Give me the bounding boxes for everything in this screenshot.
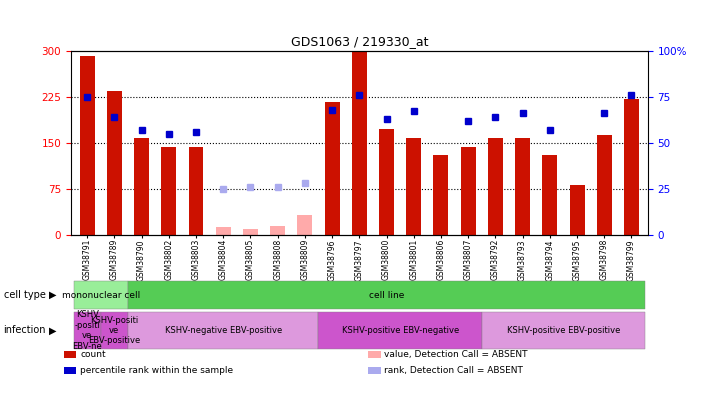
Text: count: count (80, 350, 105, 359)
Text: ▶: ▶ (50, 290, 57, 300)
Text: ▶: ▶ (50, 326, 57, 335)
Bar (542, 155, 557, 235)
Text: value, Detection Call = ABSENT: value, Detection Call = ABSENT (384, 350, 528, 359)
Bar (324, 102, 340, 235)
Bar (379, 129, 394, 235)
Text: KSHV
-positi
ve
EBV-ne: KSHV -positi ve EBV-ne (72, 310, 102, 351)
Bar (107, 91, 122, 235)
Bar (624, 98, 639, 235)
Bar (243, 229, 258, 235)
Bar (406, 139, 421, 235)
Text: KSHV-positive EBV-negative: KSHV-positive EBV-negative (341, 326, 459, 335)
Bar (161, 147, 176, 235)
Bar (597, 135, 612, 235)
Bar (270, 226, 285, 235)
Text: KSHV-positive EBV-positive: KSHV-positive EBV-positive (507, 326, 620, 335)
Bar (515, 139, 530, 235)
Text: cell line: cell line (369, 291, 404, 300)
Text: cell type: cell type (4, 290, 45, 300)
Title: GDS1063 / 219330_at: GDS1063 / 219330_at (290, 35, 428, 48)
Bar (188, 147, 203, 235)
Text: mononuclear cell: mononuclear cell (62, 291, 140, 300)
Text: rank, Detection Call = ABSENT: rank, Detection Call = ABSENT (384, 366, 523, 375)
Bar (433, 155, 448, 235)
Bar (569, 185, 585, 235)
Text: percentile rank within the sample: percentile rank within the sample (80, 366, 233, 375)
Bar (461, 147, 476, 235)
Bar (352, 51, 367, 235)
Bar (79, 56, 95, 235)
Bar (216, 227, 231, 235)
Bar (488, 139, 503, 235)
Text: KSHV-negative EBV-positive: KSHV-negative EBV-positive (164, 326, 282, 335)
Bar (297, 215, 312, 235)
Bar (134, 139, 149, 235)
Text: infection: infection (4, 326, 46, 335)
Text: KSHV-positi
ve
EBV-positive: KSHV-positi ve EBV-positive (88, 315, 140, 345)
